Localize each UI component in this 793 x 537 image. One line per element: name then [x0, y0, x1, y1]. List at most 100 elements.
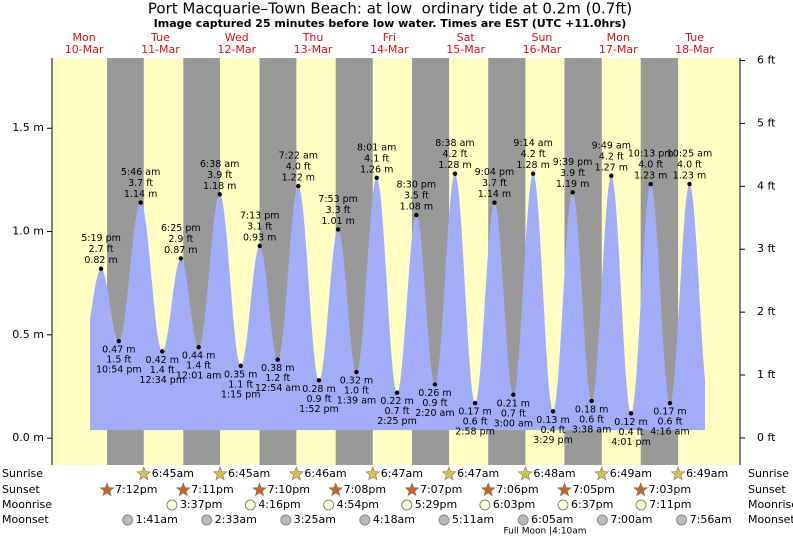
moonset-time: 2:33am	[215, 513, 257, 526]
tide-label: 3.3 ft	[326, 205, 351, 216]
tide-label: 3.7 ft	[128, 178, 153, 189]
tide-label: 7:13 pm	[240, 211, 280, 222]
tide-label: 0.13 m	[536, 415, 569, 426]
sunset-time: 7:03pm	[649, 483, 691, 496]
y2-tick-label: 3 ft	[757, 242, 776, 255]
day-date: 10-Mar	[65, 43, 104, 56]
tide-point	[238, 363, 243, 369]
sunrise-time: 6:47am	[457, 467, 499, 480]
tide-label: 0.6 ft	[657, 417, 682, 428]
tide-label: 0.21 m	[497, 398, 530, 409]
tide-point	[374, 175, 379, 181]
moon-icon	[676, 514, 688, 526]
tide-label: 5:46 am	[121, 167, 160, 178]
moonset-time: 6:05am	[531, 513, 573, 526]
tide-label: 12:54 am	[255, 383, 300, 394]
sunset-time: 7:11pm	[191, 483, 233, 496]
tide-label: 4:16 am	[650, 427, 689, 438]
tide-point	[550, 409, 556, 414]
tide-point	[178, 256, 184, 261]
moon-phase: Full Moon |4:10am	[503, 527, 586, 537]
day-name: Mon	[73, 31, 96, 44]
y2-tick-label: 5 ft	[757, 116, 776, 129]
tide-label: 1.28 m	[516, 160, 549, 171]
tide-label: 1.19 m	[556, 179, 589, 190]
tide-label: 8:38 am	[435, 138, 474, 149]
tide-label: 0.7 ft	[385, 406, 410, 417]
star-icon	[365, 466, 381, 481]
moon-icon	[244, 499, 256, 511]
day-date: 14-Mar	[370, 43, 409, 56]
tide-label: 0.6 ft	[579, 414, 604, 425]
tide-label: 8:30 pm	[397, 180, 437, 191]
tide-point	[116, 338, 122, 344]
moon-icon	[166, 499, 178, 511]
moonrise-time: 4:54pm	[337, 498, 379, 511]
tide-label: 0.18 m	[575, 404, 608, 415]
tide-point	[316, 378, 322, 383]
tide-label: 0.4 ft	[541, 425, 566, 436]
tide-point	[257, 243, 262, 249]
tide-label: 9:04 pm	[475, 167, 515, 178]
tide-label: 0.9 ft	[306, 394, 331, 405]
tide-point	[511, 392, 516, 397]
y2-tick-label: 6 ft	[757, 54, 776, 67]
sunrise-time: 6:48am	[533, 467, 575, 480]
sunrise-time: 6:45am	[152, 467, 194, 480]
star-icon	[594, 466, 610, 481]
moon-icon	[122, 514, 134, 526]
tide-label: 0.7 ft	[501, 408, 526, 419]
tide-label: 4.0 ft	[286, 162, 311, 173]
moonrise-time: 7:11pm	[649, 498, 691, 511]
tide-point	[160, 349, 165, 354]
sunset-time: 7:12pm	[115, 483, 157, 496]
star-icon	[670, 466, 686, 481]
tide-label: 3:38 am	[572, 424, 611, 435]
tide-point	[196, 345, 201, 350]
tide-area	[90, 173, 705, 431]
tide-label: 0.93 m	[243, 233, 276, 244]
moon-icon	[201, 514, 213, 526]
sunset-time: 7:10pm	[268, 483, 310, 496]
tide-point	[648, 181, 653, 187]
tide-label: 1.1 ft	[228, 379, 253, 390]
moon-icon	[323, 499, 335, 511]
tide-label: 6:25 pm	[161, 223, 201, 234]
star-icon	[175, 482, 191, 497]
moon-icon	[635, 499, 647, 511]
tide-label: 4.0 ft	[677, 160, 702, 171]
moonset-time: 4:18am	[373, 513, 415, 526]
day-date: 12-Mar	[217, 43, 256, 56]
tide-point	[492, 200, 497, 205]
tide-label: 3:00 am	[494, 418, 533, 429]
tide-point	[98, 266, 104, 271]
tide-label: 4.2 ft	[521, 149, 546, 160]
tide-label: 0.82 m	[84, 255, 117, 266]
tide-point	[570, 190, 575, 195]
tide-label: 1.22 m	[282, 173, 315, 184]
tide-label: 0.17 m	[653, 407, 686, 418]
tide-label: 7:22 am	[279, 151, 318, 162]
tide-label: 0.35 m	[224, 369, 257, 380]
row-label: Sunrise	[2, 467, 43, 480]
moon-icon	[479, 499, 491, 511]
tide-point	[394, 390, 400, 395]
tide-label: 2.9 ft	[168, 234, 193, 245]
day-date: 18-Mar	[675, 43, 714, 56]
tide-point	[589, 398, 594, 404]
tide-label: 1.26 m	[360, 164, 393, 175]
tide-label: 0.44 m	[182, 351, 215, 362]
sunset-time: 7:07pm	[420, 483, 462, 496]
star-icon	[404, 482, 420, 497]
tide-label: 4.1 ft	[364, 153, 389, 164]
sunset-time: 7:06pm	[496, 483, 538, 496]
tide-label: 0.17 m	[458, 407, 491, 418]
tide-point	[354, 369, 359, 375]
tide-label: 1.18 m	[203, 181, 236, 192]
sunset-time: 7:08pm	[344, 483, 386, 496]
star-icon	[480, 482, 496, 497]
star-icon	[212, 466, 228, 481]
tide-label: 0.87 m	[164, 245, 197, 256]
y2-tick-label: 1 ft	[757, 368, 776, 381]
tide-label: 0.12 m	[614, 417, 647, 428]
